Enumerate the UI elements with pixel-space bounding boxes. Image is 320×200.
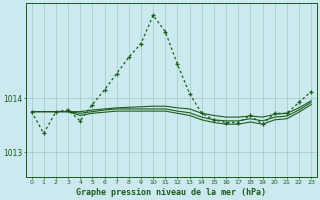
X-axis label: Graphe pression niveau de la mer (hPa): Graphe pression niveau de la mer (hPa)	[76, 188, 266, 197]
